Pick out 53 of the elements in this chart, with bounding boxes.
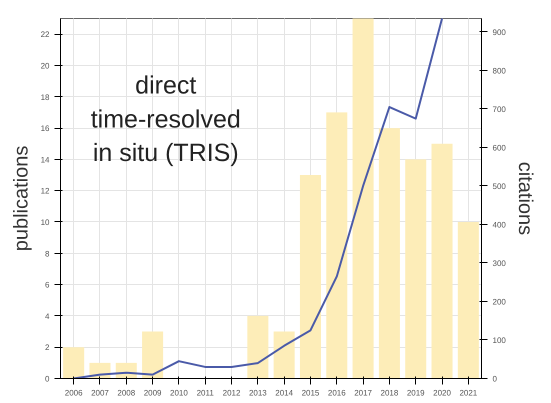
y-tick-label: 22 bbox=[40, 30, 50, 40]
y-tick-label: 14 bbox=[40, 155, 50, 164]
y2-tick-label: 700 bbox=[492, 104, 506, 114]
x-tick-label: 2009 bbox=[144, 388, 162, 398]
x-tick-label: 2020 bbox=[433, 388, 452, 398]
y-tick-label: 10 bbox=[40, 218, 50, 227]
y-tick-label: 4 bbox=[45, 312, 50, 321]
x-tick-label: 2010 bbox=[170, 388, 188, 398]
bar bbox=[326, 112, 348, 378]
bar bbox=[247, 316, 268, 378]
bar bbox=[274, 332, 295, 378]
y2-axis-title: citations bbox=[514, 162, 536, 236]
x-tick-label: 2012 bbox=[222, 388, 241, 398]
bar bbox=[142, 332, 164, 378]
bar bbox=[405, 159, 426, 378]
y2-tick-label: 400 bbox=[492, 220, 506, 230]
y-tick-label: 6 bbox=[45, 280, 50, 290]
y2-tick-label: 800 bbox=[492, 66, 506, 76]
y-tick-label: 8 bbox=[45, 249, 50, 258]
line-series bbox=[72, 18, 444, 378]
x-tick-label: 2017 bbox=[354, 388, 373, 398]
x-tick-label: 2016 bbox=[328, 388, 346, 398]
x-tick-label: 2021 bbox=[459, 388, 478, 398]
annotation: direct time-resolved in situ (TRIS) bbox=[90, 72, 241, 167]
x-tick-label: 2018 bbox=[380, 388, 399, 398]
bar bbox=[432, 144, 453, 378]
y2-tick-label: 900 bbox=[492, 28, 506, 37]
x-tick-label: 2014 bbox=[275, 388, 294, 398]
y-tick-label: 0 bbox=[45, 374, 50, 384]
y2-tick-label: 300 bbox=[492, 258, 506, 268]
y-tick-label: 20 bbox=[40, 61, 50, 70]
y-tick-label: 12 bbox=[40, 186, 50, 196]
y2-tick-label: 500 bbox=[492, 182, 506, 191]
y2-tick-label: 0 bbox=[492, 374, 498, 384]
y2-tick-label: 200 bbox=[492, 297, 506, 306]
y-tick-label: 16 bbox=[40, 124, 50, 134]
x-tick-label: 2019 bbox=[406, 388, 426, 398]
bar bbox=[458, 222, 479, 378]
y2-tick-label: 100 bbox=[492, 336, 506, 345]
x-tick-label: 2008 bbox=[117, 388, 136, 398]
x-tick-label: 2011 bbox=[196, 388, 214, 398]
bar bbox=[378, 128, 400, 378]
bar bbox=[63, 347, 84, 378]
y2-tick-label: 600 bbox=[492, 143, 506, 152]
x-tick-label: 2013 bbox=[248, 388, 268, 398]
x-tick-label: 2006 bbox=[64, 388, 84, 398]
x-tick-label: 2015 bbox=[302, 388, 320, 398]
x-tick-label: 2007 bbox=[91, 388, 110, 398]
y-tick-label: 2 bbox=[45, 343, 50, 352]
bar bbox=[300, 175, 321, 378]
y-axis-title: publications bbox=[10, 146, 33, 252]
bar bbox=[352, 18, 374, 378]
y-tick-label: 18 bbox=[40, 92, 50, 102]
